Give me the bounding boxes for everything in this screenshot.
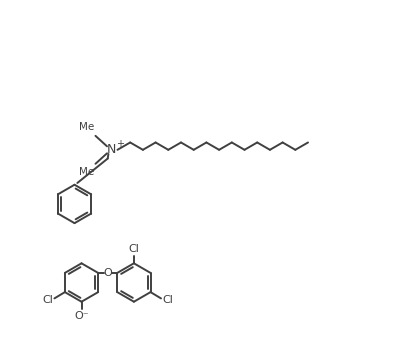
Text: Me: Me xyxy=(79,167,95,177)
Text: O: O xyxy=(103,268,112,278)
Text: N: N xyxy=(107,143,116,156)
Text: Cl: Cl xyxy=(43,295,54,305)
Text: +: + xyxy=(116,139,124,149)
Text: Cl: Cl xyxy=(162,295,173,305)
Text: Me: Me xyxy=(79,122,95,132)
Text: Cl: Cl xyxy=(128,244,139,253)
Text: O⁻: O⁻ xyxy=(74,312,89,321)
